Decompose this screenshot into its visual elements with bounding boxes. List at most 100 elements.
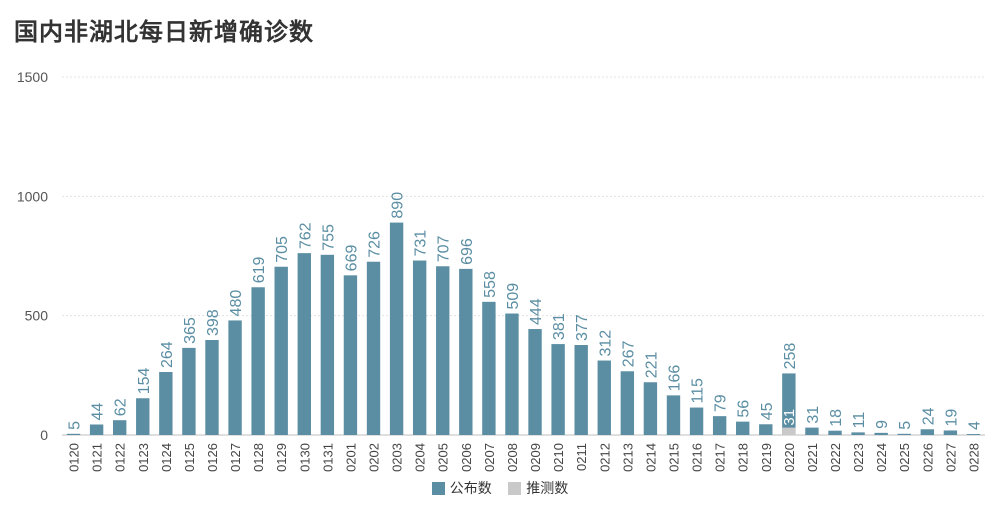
x-tick-label: 0129: [274, 443, 289, 472]
legend-item-estimated[interactable]: 推测数: [508, 478, 568, 498]
x-tick-label: 0207: [482, 443, 497, 472]
x-tick-label: 0131: [320, 443, 335, 472]
bar: [436, 266, 450, 435]
legend-swatch-estimated: [508, 481, 522, 495]
data-label: 31: [805, 406, 822, 424]
x-tick-label: 0227: [943, 443, 958, 472]
x-tick-label: 0202: [367, 443, 382, 472]
bar: [66, 433, 81, 435]
data-label: 166: [666, 365, 683, 392]
x-tick-label: 0210: [551, 443, 566, 472]
legend-label-estimated: 推测数: [526, 481, 569, 497]
x-tick-label: 0225: [897, 443, 912, 472]
x-tick-label: 0214: [643, 443, 658, 472]
bar: [89, 424, 104, 435]
bar: [897, 433, 911, 435]
x-tick-label: 0127: [228, 443, 243, 472]
bar: [482, 301, 496, 435]
data-label: 381: [551, 313, 568, 340]
data-label: 115: [690, 378, 707, 404]
data-label: 444: [528, 298, 545, 325]
bar: [736, 421, 750, 435]
x-tick-label: 0204: [413, 443, 428, 472]
bar: [666, 395, 681, 435]
x-tick-label: 0213: [620, 443, 635, 472]
y-tick-label: 1500: [17, 69, 48, 85]
data-label: 726: [367, 231, 384, 258]
data-label: 669: [343, 245, 360, 272]
x-tick-label: 0211: [574, 443, 589, 471]
bar: [851, 432, 865, 435]
data-label: 398: [205, 309, 222, 336]
bar: [136, 398, 150, 435]
x-tick-label: 0222: [828, 443, 843, 472]
bar: [643, 382, 658, 435]
data-label: 365: [182, 317, 199, 344]
x-tick-label: 0228: [966, 443, 981, 472]
chart-title: 国内非湖北每日新增确诊数: [14, 18, 314, 46]
bar: [412, 260, 427, 435]
data-label: 221: [643, 351, 660, 378]
data-label: 558: [482, 271, 499, 298]
data-label: 267: [620, 340, 637, 367]
x-tick-label: 0223: [851, 443, 866, 472]
data-label: 619: [251, 256, 268, 283]
bar: [782, 373, 796, 435]
legend: 公布数 推测数: [0, 478, 1000, 499]
x-tick-label: 0123: [136, 443, 151, 472]
data-label: 18: [828, 409, 845, 427]
bar: [551, 344, 565, 435]
data-label: 19: [943, 409, 960, 427]
bar: [874, 432, 888, 435]
data-label: 755: [320, 224, 337, 251]
x-tick-label: 0126: [205, 443, 220, 472]
bar: [274, 266, 288, 435]
bar: [205, 340, 219, 435]
bar: [182, 347, 196, 435]
data-label: 480: [228, 290, 245, 317]
data-label: 762: [297, 222, 314, 249]
data-label: 264: [159, 341, 176, 368]
data-label: 705: [274, 236, 291, 263]
data-label: 509: [505, 283, 522, 310]
legend-item-published[interactable]: 公布数: [431, 478, 492, 498]
bar: [459, 268, 473, 435]
x-tick-label: 0124: [159, 443, 174, 472]
x-tick-label: 0128: [251, 443, 266, 472]
x-tick-label: 0201: [343, 443, 358, 472]
data-label: 5: [67, 421, 84, 430]
x-tick-label: 0215: [666, 443, 681, 472]
data-label: 696: [459, 238, 476, 265]
data-label: 56: [736, 400, 753, 418]
bar: [297, 253, 311, 435]
x-tick-label: 0205: [436, 443, 451, 472]
x-tick-label: 0209: [528, 443, 543, 472]
data-label: 312: [597, 330, 614, 357]
bar: [528, 329, 542, 435]
x-tick-label: 0120: [67, 443, 82, 472]
x-tick-label: 0217: [713, 443, 728, 472]
y-tick-label: 1000: [17, 188, 48, 204]
data-label: 62: [113, 398, 130, 416]
bar: [943, 430, 958, 435]
x-tick-label: 0121: [90, 443, 105, 472]
data-label: 5: [897, 421, 914, 430]
data-label: 24: [920, 407, 937, 425]
x-tick-label: 0125: [182, 443, 197, 472]
data-label: 79: [713, 394, 730, 412]
x-tick-label: 0216: [690, 443, 705, 472]
x-tick-label: 0219: [759, 443, 774, 472]
bar: [805, 427, 819, 435]
data-label: 45: [759, 402, 776, 420]
bar: [505, 313, 519, 435]
y-tick-label: 0: [40, 427, 48, 443]
data-label: 9: [874, 420, 891, 429]
bar: [112, 420, 127, 435]
x-tick-label: 0206: [459, 443, 474, 472]
bar: [320, 254, 335, 435]
bar: [389, 222, 404, 435]
x-tick-label: 0220: [782, 443, 797, 472]
bar: [159, 371, 173, 435]
bar: [343, 275, 358, 435]
